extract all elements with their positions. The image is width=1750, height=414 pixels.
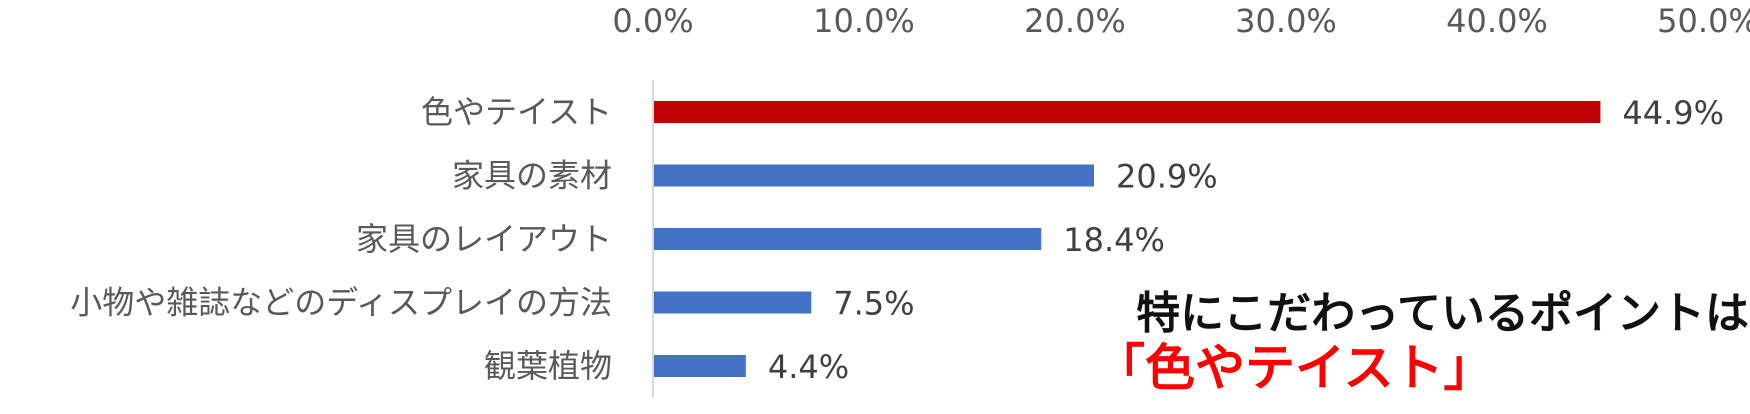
- category-label: 家具の素材: [452, 157, 612, 195]
- data-labels: 44.9% 20.9% 18.4% 7.5% 4.4%: [768, 94, 1724, 386]
- x-tick-label: 30.0%: [1235, 2, 1337, 40]
- bars: [654, 101, 1601, 377]
- x-axis-ticks: 0.0% 10.0% 20.0% 30.0% 40.0% 50.0%: [612, 2, 1750, 40]
- bar: [654, 291, 812, 314]
- category-label: 色やテイスト: [421, 93, 612, 131]
- category-label: 家具のレイアウト: [356, 220, 612, 258]
- x-tick-label: 50.0%: [1657, 2, 1750, 40]
- x-tick-label: 40.0%: [1446, 2, 1548, 40]
- x-tick-label: 0.0%: [612, 2, 693, 40]
- callout-line2: 「色やテイスト」: [1095, 339, 1494, 397]
- data-label: 4.4%: [768, 348, 849, 386]
- bar: [654, 355, 746, 377]
- data-label: 20.9%: [1116, 158, 1218, 196]
- category-label: 小物や雑誌などのディスプレイの方法: [70, 284, 612, 322]
- data-label: 44.9%: [1622, 94, 1724, 132]
- bar: [654, 101, 1601, 123]
- bar: [654, 164, 1094, 187]
- data-label: 7.5%: [833, 285, 914, 323]
- category-label: 観葉植物: [484, 347, 612, 385]
- data-label: 18.4%: [1063, 221, 1165, 259]
- x-tick-label: 20.0%: [1024, 2, 1126, 40]
- bar: [654, 228, 1042, 250]
- x-tick-label: 10.0%: [813, 2, 915, 40]
- callout-line1: 特にこだわっているポイントは: [1136, 288, 1749, 339]
